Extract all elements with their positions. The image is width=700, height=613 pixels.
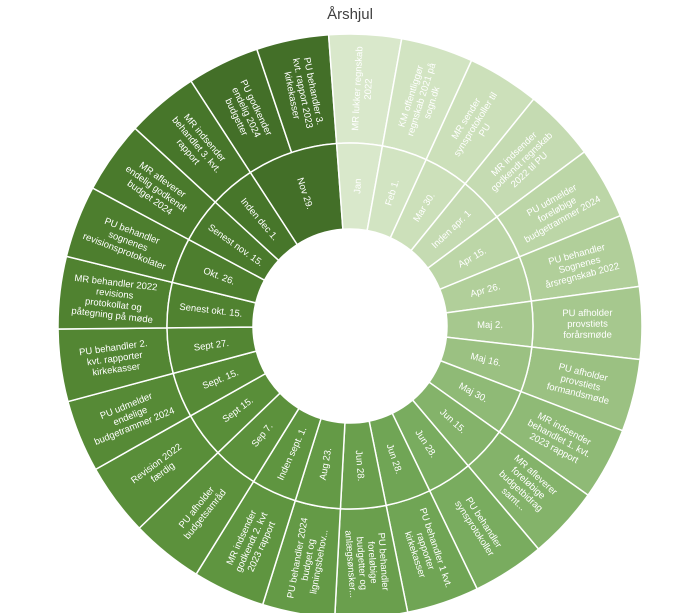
outer-segment-label: PU afholderprovstietsforårsmøde bbox=[562, 308, 613, 341]
outer-segment-label: PU behandlerforeløbigebudgetter oganlægs… bbox=[342, 528, 391, 599]
outer-segment-label: MR lukker regnskab2022 bbox=[350, 46, 376, 132]
chart-title: Årshjul bbox=[327, 6, 373, 23]
outer-ring bbox=[57, 33, 643, 613]
inner-ring bbox=[166, 142, 534, 510]
inner-segment-label: Sept 27. bbox=[193, 338, 230, 354]
inner-segment-label: Jun 28. bbox=[353, 450, 366, 482]
inner-segment-label: Maj 2. bbox=[477, 320, 503, 331]
inner-segment bbox=[214, 171, 299, 262]
inner-segment-label: Jan bbox=[352, 178, 364, 194]
